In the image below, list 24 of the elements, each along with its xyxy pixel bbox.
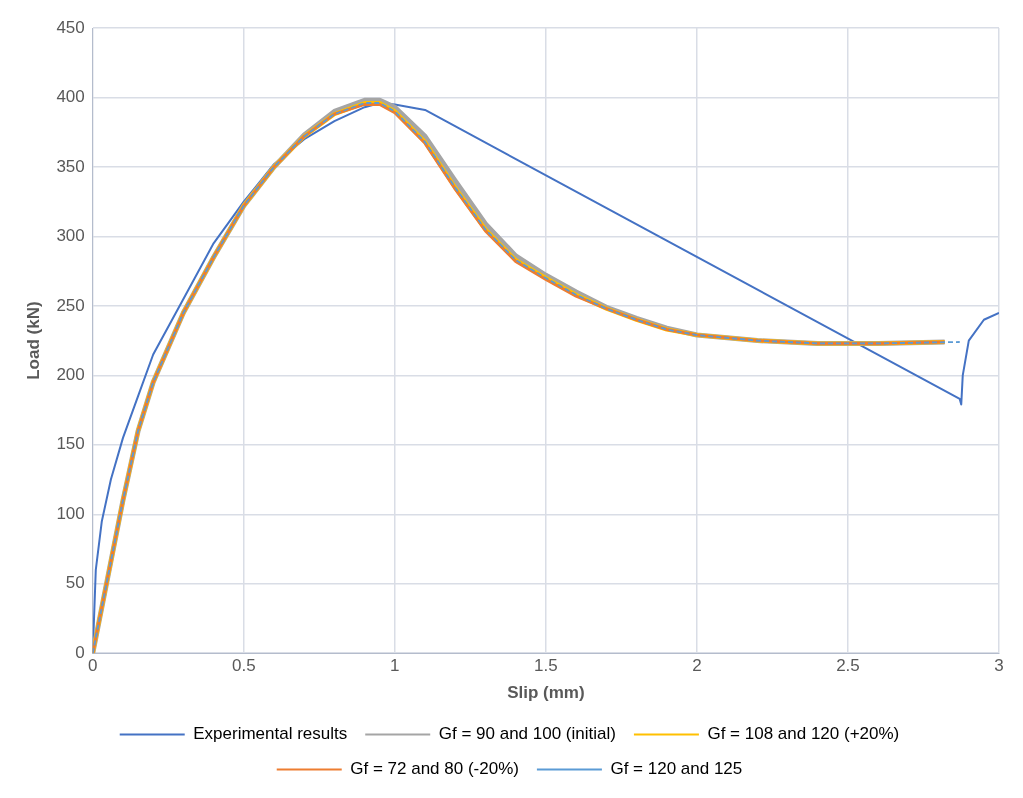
y-tick-label: 250 (56, 295, 85, 315)
y-tick-label: 50 (65, 573, 85, 593)
y-tick-label: 100 (56, 503, 85, 523)
legend-label: Gf = 90 and 100 (initial) (438, 724, 616, 744)
legend-label: Experimental results (193, 724, 348, 744)
y-tick-label: 200 (56, 365, 85, 385)
x-axis-title: Slip (mm) (507, 683, 585, 703)
y-tick-label: 0 (75, 642, 85, 662)
x-tick-label: 1.5 (534, 656, 558, 676)
y-tick-label: 450 (56, 17, 85, 37)
legend-label: Gf = 108 and 120 (+20%) (707, 724, 900, 744)
x-tick-label: 0 (88, 656, 98, 676)
x-tick-label: 0.5 (231, 656, 256, 676)
x-tick-label: 2 (692, 656, 702, 676)
y-axis-title: Load (kN) (23, 301, 43, 380)
y-tick-label: 350 (56, 156, 85, 176)
y-tick-label: 300 (56, 226, 85, 246)
y-tick-label: 400 (56, 87, 85, 107)
x-tick-label: 1 (390, 656, 400, 676)
y-tick-label: 150 (56, 434, 85, 454)
legend-label: Gf = 72 and 80 (-20%) (350, 759, 519, 779)
x-tick-label: 2.5 (836, 656, 860, 676)
legend-label: Gf = 120 and 125 (610, 759, 743, 779)
x-tick-label: 3 (994, 656, 1004, 676)
